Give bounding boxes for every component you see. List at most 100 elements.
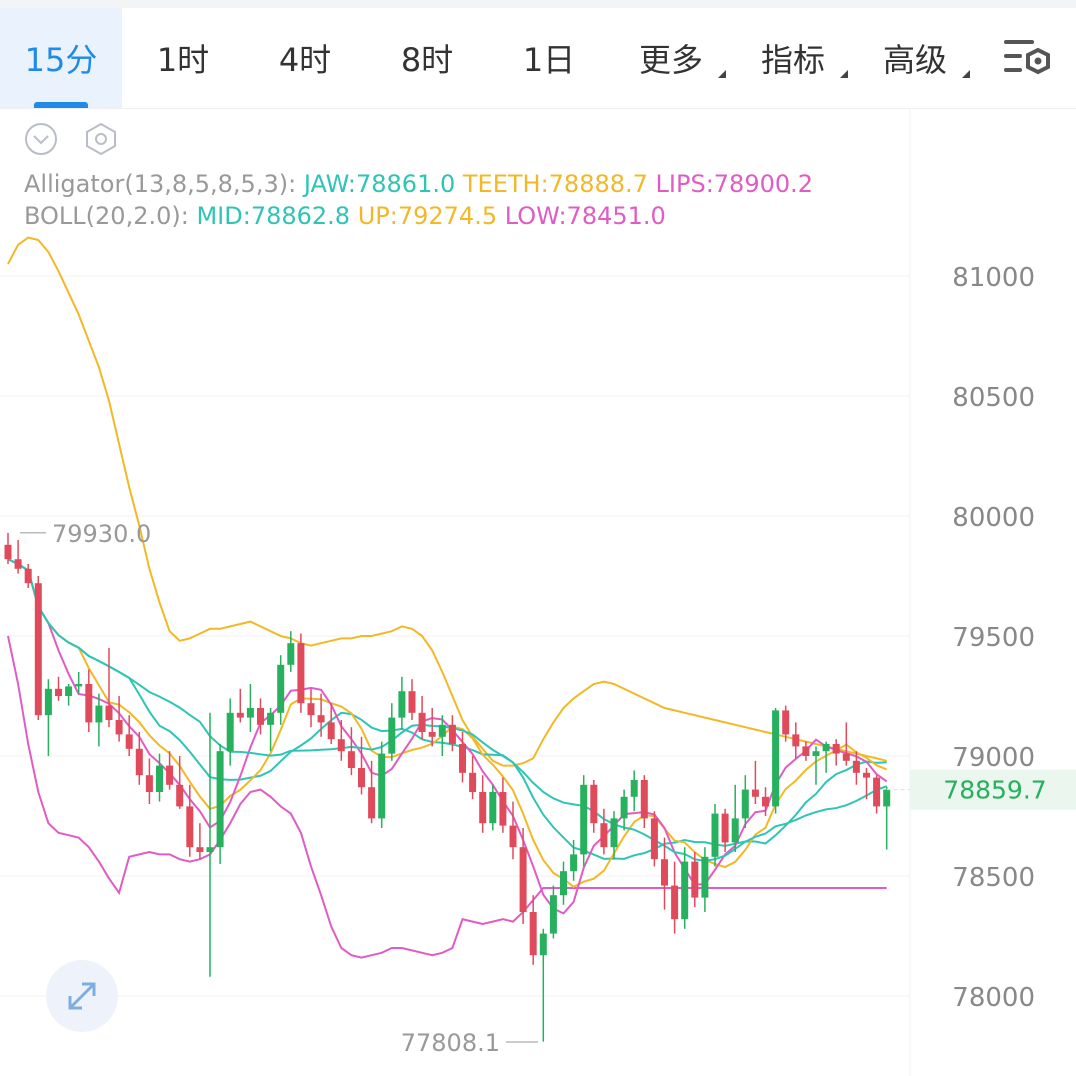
current-price-tag <box>910 769 1076 810</box>
candle-body <box>398 691 406 718</box>
candle-body <box>358 768 365 788</box>
candle-body <box>802 746 810 756</box>
tab-2[interactable]: 4时 <box>244 8 366 108</box>
candle-body <box>34 583 42 716</box>
candle-body <box>469 772 477 792</box>
candle-body <box>863 772 870 778</box>
boll-indicator-row: BOLL(20,2.0): MID:78862.8 UP:79274.5 LOW… <box>24 202 666 230</box>
tab-0[interactable]: 15分 <box>0 8 122 108</box>
current-price-label: 78859.7 <box>943 776 1046 805</box>
alligator-lips-value: LIPS:78900.2 <box>655 170 814 198</box>
candle-body <box>600 823 608 848</box>
candle-body <box>65 686 73 696</box>
tab-label: 指标 <box>760 41 825 79</box>
candle-body <box>418 712 426 732</box>
candle-body <box>105 705 113 720</box>
y-tick-label: 79000 <box>952 743 1035 773</box>
candle-body <box>489 792 497 824</box>
candle-body <box>539 933 547 956</box>
candle-body <box>640 780 648 819</box>
candle-body <box>610 818 618 848</box>
candle-body <box>24 568 32 584</box>
candle-body <box>650 818 658 860</box>
tab-4[interactable]: 1日 <box>488 8 610 108</box>
candle-body <box>438 724 446 737</box>
candle-body <box>166 765 174 785</box>
tab-5[interactable]: 更多 <box>610 8 732 108</box>
candle-body <box>590 784 598 824</box>
candle-body <box>570 854 578 872</box>
tab-label: 更多 <box>638 41 703 79</box>
hexagon-settings-icon[interactable] <box>84 122 118 156</box>
tab-1[interactable]: 1时 <box>122 8 244 108</box>
candle-body <box>287 643 295 665</box>
candle-body <box>661 859 668 886</box>
candle-body <box>721 813 729 843</box>
candle-body <box>75 684 83 687</box>
active-tab-indicator <box>34 102 88 108</box>
candle-body <box>812 751 820 756</box>
lips-line <box>7 558 888 915</box>
candle-body <box>681 861 689 920</box>
candle-body <box>267 712 275 725</box>
candle-body <box>176 784 184 807</box>
candle-body <box>620 796 628 819</box>
tab-label: 高级 <box>882 41 947 79</box>
candle-body <box>792 734 800 747</box>
candle-body <box>832 744 840 754</box>
candle-body <box>731 818 739 843</box>
candle-body <box>842 753 850 761</box>
candle-body <box>307 703 315 716</box>
candle-body <box>216 751 224 848</box>
y-tick-label: 80000 <box>952 503 1035 533</box>
price-chart[interactable]: 81000 80500 80000 79500 79000 78500 78000 79930… <box>0 108 1076 1076</box>
expand-chart-button[interactable] <box>46 960 118 1032</box>
jaw-line <box>7 558 887 860</box>
candle-body <box>4 544 12 560</box>
boll-mid-value: MID:78862.8 <box>196 202 351 230</box>
chevron-down-circle-icon[interactable] <box>24 122 58 156</box>
candle-body <box>44 688 52 716</box>
chart-settings-icon[interactable] <box>1002 36 1054 80</box>
candle-body <box>226 712 234 752</box>
candle-body <box>297 643 305 704</box>
candle-body <box>428 732 436 737</box>
candle-body <box>135 748 143 776</box>
candle-body <box>630 780 638 797</box>
tab-6[interactable]: 指标 <box>732 8 854 108</box>
candle-body <box>388 717 396 754</box>
dropdown-caret-icon <box>962 70 970 78</box>
candle-body <box>156 765 163 792</box>
boll-low-value: LOW:78451.0 <box>504 202 666 230</box>
timeframe-tabs: 15分 1时 4时 8时 1日 更多 指标 高级 <box>0 8 1076 109</box>
y-tick-label: 79500 <box>952 623 1035 653</box>
candle-body <box>55 688 62 696</box>
tab-label: 8时 <box>400 41 454 79</box>
candle-body <box>741 789 749 819</box>
tab-7[interactable]: 高级 <box>854 8 976 108</box>
dropdown-caret-icon <box>718 70 726 78</box>
candle-body <box>125 734 133 749</box>
y-tick-label: 80500 <box>952 383 1035 413</box>
candle-body <box>277 664 285 713</box>
alligator-label: Alligator(13,8,5,8,5,3): <box>24 170 297 198</box>
candle-body <box>529 912 537 956</box>
tab-label: 15分 <box>24 41 98 79</box>
candle-body <box>257 708 264 725</box>
candle-body <box>206 847 214 852</box>
candle-body <box>14 559 22 569</box>
tab-label: 1日 <box>522 41 576 79</box>
candle-body <box>772 710 780 807</box>
candle-body <box>701 856 709 898</box>
candle-body <box>883 789 891 807</box>
candle-body <box>368 787 376 819</box>
y-tick-label: 78500 <box>952 863 1035 893</box>
boll-mid-line <box>7 558 888 862</box>
candle-body <box>852 760 860 773</box>
candle-body <box>408 691 416 713</box>
candle-body <box>549 895 557 934</box>
candle-body <box>85 684 93 723</box>
tab-3[interactable]: 8时 <box>366 8 488 108</box>
candle-body <box>691 861 699 898</box>
candle-body <box>560 871 567 896</box>
